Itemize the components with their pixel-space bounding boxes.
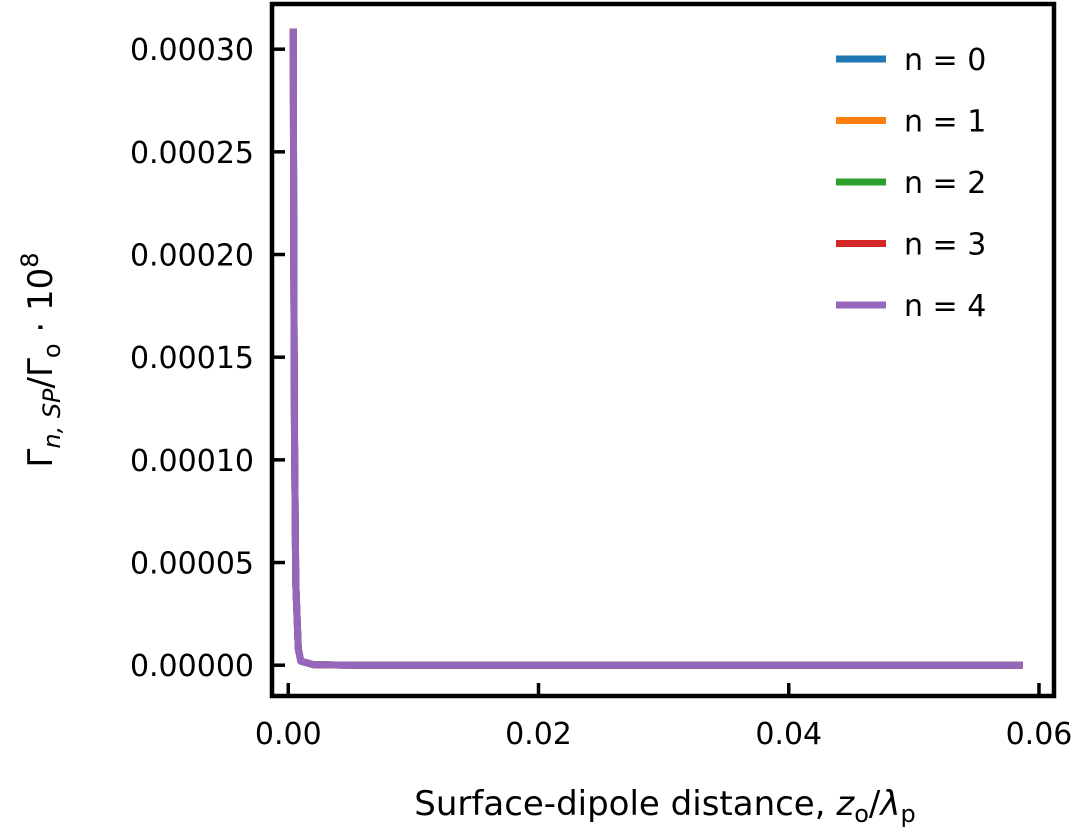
legend-label: n = 2: [904, 166, 986, 201]
legend-label: n = 4: [904, 289, 986, 324]
x-tick-label: 0.00: [255, 717, 322, 752]
y-tick-label: 0.00030: [130, 33, 254, 68]
y-axis-title: Γn, SP/Γo · 108: [16, 252, 66, 467]
legend-label: n = 1: [904, 105, 986, 140]
x-axis-title: Surface-dipole distance, zo/λp: [414, 784, 915, 828]
y-tick-label: 0.00010: [130, 444, 254, 479]
x-axis: 0.00 0.02 0.04 0.06: [255, 683, 1073, 752]
legend-label: n = 3: [904, 228, 986, 263]
y-axis: 0.00000 0.00005 0.00010 0.00015 0.00020 0.000…: [130, 33, 285, 684]
x-tick-label: 0.06: [1006, 717, 1073, 752]
series-layer: [289, 28, 1023, 669]
y-tick-label: 0.00025: [130, 136, 254, 171]
y-tick-label: 0.00000: [130, 649, 254, 684]
legend-label: n = 0: [904, 43, 986, 78]
x-tick-label: 0.04: [755, 717, 822, 752]
legend: n = 0 n = 1 n = 2 n = 3 n = 4: [836, 43, 986, 324]
series-line: [289, 28, 1023, 669]
y-tick-label: 0.00005: [130, 547, 254, 582]
plot-frame: [269, 1, 1057, 699]
y-tick-label: 0.00020: [130, 239, 254, 274]
y-tick-label: 0.00015: [130, 341, 254, 376]
x-tick-label: 0.02: [505, 717, 572, 752]
